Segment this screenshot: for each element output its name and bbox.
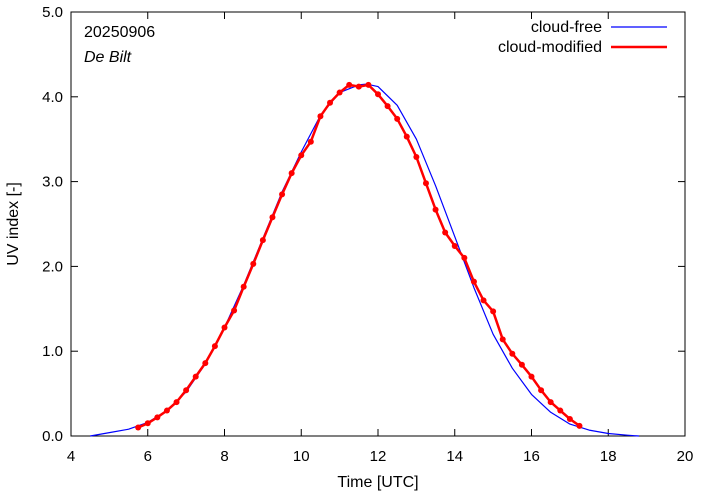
data-point — [221, 324, 228, 331]
x-tick-label: 4 — [67, 448, 75, 465]
data-point — [183, 387, 190, 394]
data-point — [538, 387, 545, 394]
data-point — [576, 422, 583, 429]
data-point — [509, 350, 516, 357]
data-point — [173, 399, 180, 406]
x-tick-label: 20 — [677, 448, 694, 465]
data-point — [490, 308, 497, 315]
data-point — [259, 237, 266, 244]
data-point — [231, 307, 238, 314]
data-point — [442, 229, 449, 236]
legend: cloud-free cloud-modified — [498, 19, 667, 56]
data-point — [432, 206, 439, 213]
data-point — [327, 99, 334, 106]
y-tick-label: 4.0 — [42, 89, 63, 106]
data-point — [355, 83, 362, 90]
y-axis-title: UV index [-] — [5, 182, 22, 266]
data-point — [518, 361, 525, 368]
x-tick-label: 6 — [144, 448, 152, 465]
plot-frame — [70, 11, 686, 437]
data-point — [269, 214, 276, 221]
data-point — [192, 373, 199, 380]
y-tick-label: 1.0 — [42, 343, 63, 360]
data-point — [365, 81, 372, 88]
data-point — [202, 360, 209, 367]
series-layer — [90, 81, 640, 437]
data-point — [403, 133, 410, 140]
data-point — [279, 191, 286, 198]
y-tick-label: 2.0 — [42, 258, 63, 275]
data-point — [211, 343, 218, 350]
data-point — [480, 297, 487, 304]
x-axis: 4 6 8 10 12 14 16 18 20 — [67, 12, 694, 465]
y-tick-label: 3.0 — [42, 174, 63, 191]
x-tick-label: 18 — [600, 448, 617, 465]
x-tick-label: 8 — [220, 448, 228, 465]
data-point — [240, 283, 247, 290]
data-point — [413, 154, 420, 161]
data-point — [566, 416, 573, 423]
data-point — [317, 113, 324, 120]
data-point — [250, 260, 257, 267]
series-line-cloud-free — [90, 83, 640, 437]
data-point — [154, 414, 161, 421]
data-point — [135, 424, 142, 431]
data-point — [144, 420, 151, 427]
data-point — [298, 152, 305, 159]
data-point — [307, 138, 314, 145]
data-point — [163, 407, 170, 414]
x-tick-label: 10 — [293, 448, 310, 465]
data-point — [461, 254, 468, 261]
x-tick-label: 14 — [446, 448, 463, 465]
data-point — [346, 81, 353, 88]
data-point — [470, 278, 477, 285]
data-point — [422, 180, 429, 187]
x-tick-label: 12 — [370, 448, 387, 465]
x-tick-label: 16 — [523, 448, 540, 465]
series-line-cloud-modified — [137, 83, 581, 429]
data-point — [336, 89, 343, 96]
data-point — [557, 407, 564, 414]
y-tick-label: 0.0 — [42, 428, 63, 445]
location-annotation: De Bilt — [84, 49, 132, 66]
legend-label-cloud-free: cloud-free — [531, 19, 602, 36]
legend-label-cloud-modified: cloud-modified — [498, 39, 602, 56]
data-point — [499, 336, 506, 343]
y-axis: 0.0 1.0 2.0 3.0 4.0 5.0 — [42, 4, 685, 445]
data-point — [375, 91, 381, 98]
date-annotation: 20250906 — [84, 24, 155, 41]
data-point — [528, 373, 535, 380]
data-point — [288, 170, 295, 177]
data-point — [451, 243, 458, 250]
x-axis-title: Time [UTC] — [337, 474, 418, 491]
y-tick-label: 5.0 — [42, 4, 63, 21]
data-point — [384, 103, 391, 110]
data-point — [547, 399, 554, 406]
data-point — [394, 115, 401, 122]
